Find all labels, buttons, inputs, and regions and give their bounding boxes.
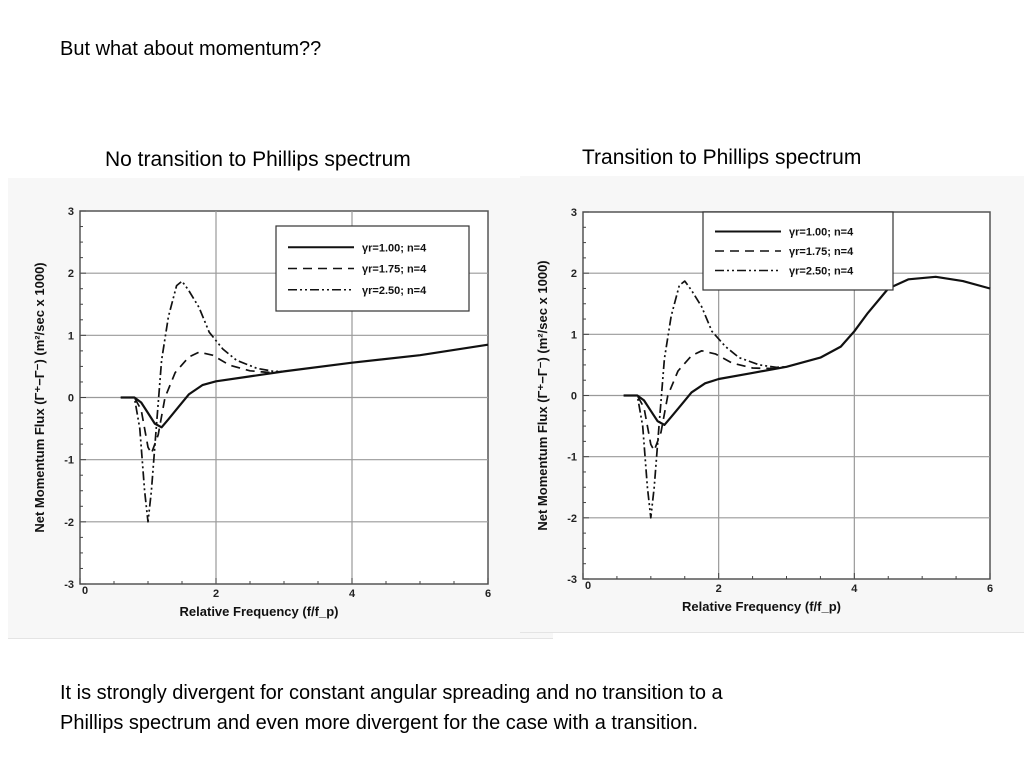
- series-line-2: [120, 351, 285, 455]
- left-chart-panel: 0 2 4 6 -3 -2 -1 0 1 2 3 Relative Frequency (f/f_p)…: [8, 178, 553, 639]
- series-line-3: [120, 280, 284, 523]
- y-tick-label: -2: [567, 513, 577, 525]
- y-axis-label: Net Momentum Flux (Γ⁺−Γ⁻) (m²/sec x 1000…: [535, 260, 550, 530]
- series-line-2: [623, 349, 787, 452]
- x-tick-label: 4: [349, 588, 356, 600]
- x-axis-label: Relative Frequency (f/f_p): [682, 599, 841, 614]
- y-tick-label: 3: [68, 206, 74, 218]
- y-tick-label: 1: [571, 329, 577, 341]
- legend-entry: γr=1.00; n=4: [362, 242, 427, 254]
- x-tick-label: 6: [485, 588, 491, 600]
- legend-entry: γr=1.75; n=4: [789, 246, 854, 258]
- legend-entry: γr=1.00; n=4: [789, 227, 854, 239]
- series-line-1: [623, 275, 991, 426]
- y-tick-label: 1: [68, 330, 74, 342]
- y-tick-label: -2: [64, 517, 74, 529]
- x-axis-label: Relative Frequency (f/f_p): [180, 604, 339, 619]
- right-chart-panel: 0 2 4 6 -3 -2 -1 0 1 2 3 Relative Frequency (f/f_p)…: [520, 176, 1024, 633]
- slide-heading: But what about momentum??: [60, 38, 322, 60]
- legend-entry: γr=2.50; n=4: [362, 285, 427, 297]
- series-line-1: [120, 343, 489, 429]
- y-tick-label: 0: [571, 391, 577, 403]
- conclusion-text: It is strongly divergent for constant an…: [60, 682, 723, 734]
- x-tick-label: 6: [987, 583, 993, 595]
- y-tick-label: -1: [567, 452, 577, 464]
- left-chart-caption: No transition to Phillips spectrum: [105, 148, 411, 171]
- y-axis-label: Net Momentum Flux (Γ⁺−Γ⁻) (m²/sec x 1000…: [32, 262, 47, 532]
- x-tick-label: 4: [851, 583, 858, 595]
- right-chart-caption: Transition to Phillips spectrum: [582, 146, 862, 169]
- legend-entry: γr=2.50; n=4: [789, 266, 854, 278]
- legend: γr=1.00; n=4 γr=1.75; n=4 γr=2.50; n=4: [702, 211, 894, 291]
- y-tick-label: 3: [571, 207, 577, 219]
- y-tick-label: 2: [571, 268, 577, 280]
- x-tick-label: 2: [213, 588, 219, 600]
- y-tick-label: 2: [68, 268, 74, 280]
- left-momentum-chart: 0 2 4 6 -3 -2 -1 0 1 2 3 Relative Frequency (f/f_p)…: [32, 206, 491, 619]
- y-tick-label: -3: [64, 579, 74, 591]
- x-tick-label: 0: [82, 585, 88, 597]
- right-momentum-chart: 0 2 4 6 -3 -2 -1 0 1 2 3 Relative Frequency (f/f_p)…: [535, 207, 993, 614]
- legend-entry: γr=1.75; n=4: [362, 264, 427, 276]
- y-tick-label: -1: [64, 455, 74, 467]
- x-tick-label: 0: [585, 580, 591, 592]
- x-tick-label: 2: [716, 583, 722, 595]
- legend: γr=1.00; n=4 γr=1.75; n=4 γr=2.50; n=4: [275, 225, 470, 312]
- y-tick-label: -3: [567, 574, 577, 586]
- series-line-3: [623, 280, 787, 519]
- y-tick-label: 0: [68, 393, 74, 405]
